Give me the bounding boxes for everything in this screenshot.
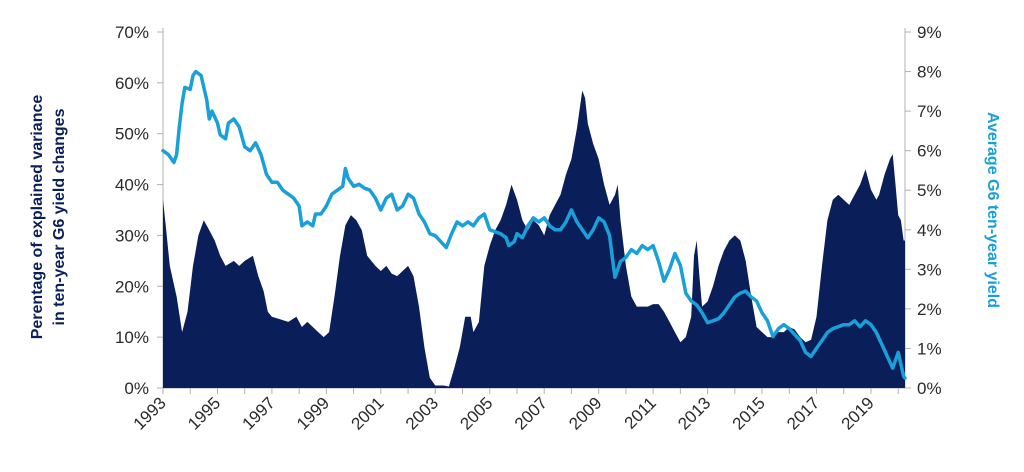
- y-right-tick-label: 0%: [917, 379, 942, 398]
- y-right-tick-label: 7%: [917, 102, 942, 121]
- x-tick-label: 2009: [565, 393, 605, 433]
- x-tick-label: 2007: [511, 393, 551, 433]
- x-tick-label: 2011: [621, 393, 660, 432]
- x-tick-label: 2017: [783, 393, 823, 433]
- y-right-tick-label: 5%: [917, 181, 942, 200]
- y-left-tick-label: 50%: [115, 125, 149, 144]
- y-right-tick-label: 8%: [917, 63, 942, 82]
- x-tick-label: 1999: [293, 393, 333, 433]
- y-left-tick-label: 10%: [115, 328, 149, 347]
- y-right-tick-label: 1%: [917, 339, 942, 358]
- y-left-tick-label: 60%: [115, 74, 149, 93]
- x-tick-label: 1995: [184, 393, 224, 433]
- y-right-tick-label: 3%: [917, 260, 942, 279]
- y-right-tick-label: 9%: [917, 23, 942, 42]
- y-left-tick-label: 20%: [115, 277, 149, 296]
- variance-area-layer: [163, 90, 905, 388]
- x-tick-label: 2013: [674, 393, 714, 433]
- x-tick-label: 2003: [402, 393, 442, 433]
- x-tick-label: 1997: [239, 393, 279, 433]
- x-tick-label: 2001: [347, 393, 387, 433]
- variance-area: [163, 90, 905, 388]
- x-tick-label: 2015: [729, 393, 769, 433]
- x-tick-label: 2019: [838, 393, 878, 433]
- y-right-tick-label: 4%: [917, 221, 942, 240]
- y-left-tick-label: 40%: [115, 176, 149, 195]
- x-tick-label: 2005: [456, 393, 496, 433]
- x-tick-label: 1993: [130, 393, 170, 433]
- y-axis-left-label-line-1: Perentage of explained variance: [29, 95, 46, 340]
- y-left-tick-label: 70%: [115, 23, 149, 42]
- y-left-tick-label: 30%: [115, 226, 149, 245]
- y-axis-left-label-line-2: in ten-year G6 yield changes: [51, 108, 68, 325]
- y-left-tick-label: 0%: [124, 379, 149, 398]
- yield-line: [161, 69, 907, 380]
- y-right-tick-label: 2%: [917, 300, 942, 319]
- yield-line-layer: [161, 69, 907, 380]
- y-axis-right-label: Average G6 ten-year yield: [984, 112, 1001, 308]
- y-right-tick-label: 6%: [917, 142, 942, 161]
